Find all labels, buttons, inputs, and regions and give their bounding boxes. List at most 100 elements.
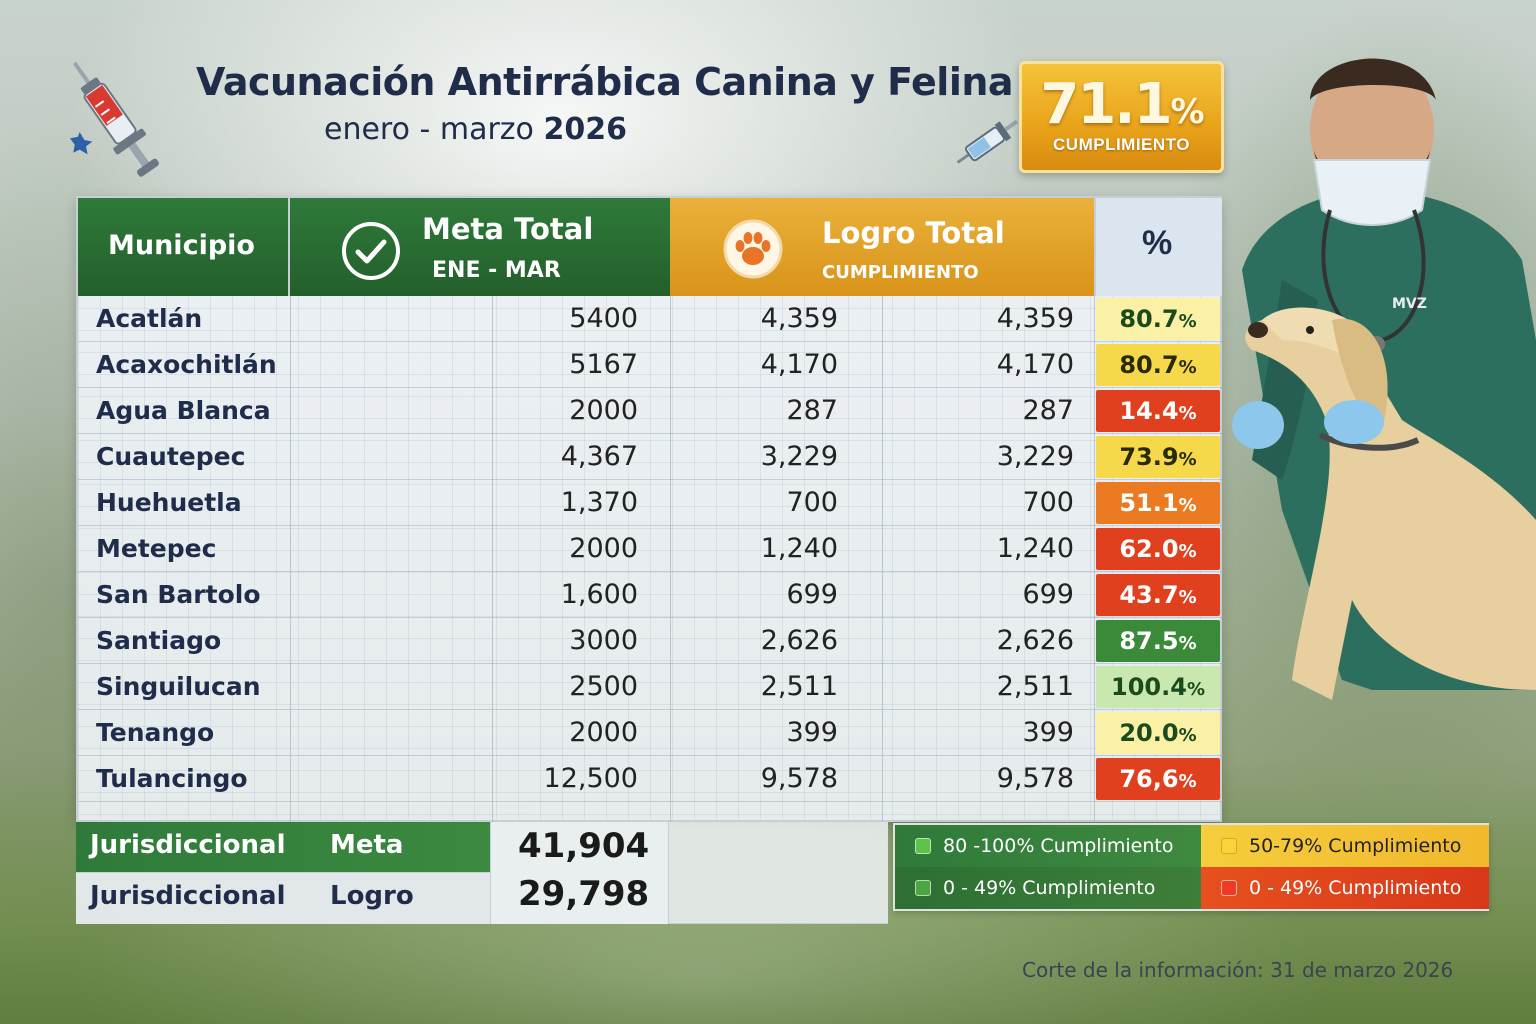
percent-badge: 43.7% xyxy=(1096,574,1220,616)
municipio-name: Cuautepec xyxy=(96,442,246,471)
logro-value: 4,359 xyxy=(996,303,1074,334)
meta-value: 4,367 xyxy=(560,441,638,472)
municipio-name: Santiago xyxy=(96,626,222,655)
legend-swatch xyxy=(915,838,931,854)
logro-value: 699 xyxy=(1022,579,1074,610)
total-meta-row: Jurisdiccional Meta xyxy=(76,822,490,872)
header-meta-sub: ENE - MAR xyxy=(432,258,561,283)
legend-item: 50-79% Cumplimiento xyxy=(1201,825,1489,867)
legend: 80 -100% Cumplimiento 50-79% Cumplimient… xyxy=(893,823,1489,911)
column-divider xyxy=(492,296,493,824)
title-area: Vacunación Antirrábica Canina y Felina e… xyxy=(76,38,1016,188)
percent-symbol: % xyxy=(1178,587,1197,608)
table-row: Acatlán 5400 4,359 4,359 80.7% xyxy=(78,296,1224,342)
legend-label: 80 -100% Cumplimiento xyxy=(943,835,1174,857)
logro-value: 1,240 xyxy=(760,533,838,564)
total-meta-value: 41,904 xyxy=(518,826,650,866)
percent-symbol: % xyxy=(1178,725,1197,746)
percent-symbol: % xyxy=(1178,495,1197,516)
percent-value: 62.0 xyxy=(1119,535,1179,563)
percent-value: 87.5 xyxy=(1119,627,1179,655)
totals-footer: Jurisdiccional Meta Jurisdiccional Logro… xyxy=(76,822,1222,924)
legend-label: 50-79% Cumplimiento xyxy=(1249,835,1462,857)
percent-symbol: % xyxy=(1178,403,1197,424)
legend-swatch xyxy=(1221,880,1237,896)
legend-item: 80 -100% Cumplimiento xyxy=(895,825,1201,867)
municipio-name: Singuilucan xyxy=(96,672,261,701)
percent-value: 14.4 xyxy=(1119,397,1179,425)
percent-symbol: % xyxy=(1178,449,1197,470)
logro-value: 4,359 xyxy=(760,303,838,334)
source-note: Corte de la información: 31 de marzo 202… xyxy=(1022,958,1454,982)
total-logro-value: 29,798 xyxy=(518,874,650,914)
vet-badge: MVZ xyxy=(1392,296,1427,312)
total-logro-row: Jurisdiccional Logro xyxy=(76,872,490,924)
percent-badge: 76,6% xyxy=(1096,758,1220,800)
percent-badge: 62.0% xyxy=(1096,528,1220,570)
table-row: Acaxochitlán 5167 4,170 4,170 80.7% xyxy=(78,342,1224,388)
table-row: Tulancingo 12,500 9,578 9,578 76,6% xyxy=(78,756,1224,802)
table-row: Tenango 2000 399 399 20.0% xyxy=(78,710,1224,756)
logro-value: 700 xyxy=(1022,487,1074,518)
total-meta-label: Jurisdiccional xyxy=(90,830,286,860)
logro-value: 287 xyxy=(786,395,838,426)
percent-value: 76,6 xyxy=(1119,765,1179,793)
header-municipio-label: Municipio xyxy=(108,230,255,261)
header-meta: Meta Total ENE - MAR xyxy=(290,198,670,296)
column-divider xyxy=(290,296,291,824)
legend-item: 0 - 49% Cumplimiento xyxy=(1201,867,1489,909)
municipio-name: San Bartolo xyxy=(96,580,261,609)
municipio-name: Huehuetla xyxy=(96,488,242,517)
total-logro-label: Jurisdiccional xyxy=(90,881,286,911)
percent-badge: 87.5% xyxy=(1096,620,1220,662)
meta-value: 2000 xyxy=(569,533,638,564)
meta-value: 12,500 xyxy=(543,763,638,794)
logro-value: 700 xyxy=(786,487,838,518)
meta-value: 2000 xyxy=(569,717,638,748)
municipio-name: Acatlán xyxy=(96,304,203,333)
logro-value: 1,240 xyxy=(996,533,1074,564)
header-meta-title: Meta Total xyxy=(422,212,594,246)
table-row: Agua Blanca 2000 287 287 14.4% xyxy=(78,388,1224,434)
percent-badge: 80.7% xyxy=(1096,344,1220,386)
total-meta-key: Meta xyxy=(330,830,404,860)
logro-value: 2,511 xyxy=(996,671,1074,702)
table-row: Singuilucan 2500 2,511 2,511 100.4% xyxy=(78,664,1224,710)
percent-symbol: % xyxy=(1178,541,1197,562)
percent-value: 100.4 xyxy=(1111,673,1187,701)
municipio-name: Tenango xyxy=(96,718,215,747)
percent-symbol: % xyxy=(1186,679,1205,700)
page-subtitle: enero - marzo 2026 xyxy=(324,112,627,147)
percent-value: 73.9 xyxy=(1119,443,1179,471)
legend-item: 0 - 49% Cumplimiento xyxy=(895,867,1201,909)
header-logro-sub: CUMPLIMIENTO xyxy=(822,262,979,283)
header-pct: % xyxy=(1094,198,1222,296)
percent-value: 51.1 xyxy=(1119,489,1179,517)
percent-symbol: % xyxy=(1178,633,1197,654)
kpi-label: CUMPLIMIENTO xyxy=(1053,135,1190,154)
table-row: San Bartolo 1,600 699 699 43.7% xyxy=(78,572,1224,618)
percent-badge: 14.4% xyxy=(1096,390,1220,432)
logro-value: 399 xyxy=(786,717,838,748)
legend-swatch xyxy=(1221,838,1237,854)
percent-value: 43.7 xyxy=(1119,581,1179,609)
percent-badge: 100.4% xyxy=(1096,666,1220,708)
header-pct-label: % xyxy=(1142,224,1173,262)
logro-value: 4,170 xyxy=(996,349,1074,380)
table-row: Santiago 3000 2,626 2,626 87.5% xyxy=(78,618,1224,664)
table-row: Metepec 2000 1,240 1,240 62.0% xyxy=(78,526,1224,572)
logro-value: 3,229 xyxy=(996,441,1074,472)
kpi-number: 71.1 xyxy=(1040,72,1172,137)
municipio-name: Metepec xyxy=(96,534,217,563)
logro-value: 399 xyxy=(1022,717,1074,748)
syringe-icon xyxy=(70,61,159,177)
subtitle-year: 2026 xyxy=(543,112,627,147)
checkmark-icon xyxy=(342,222,400,280)
percent-value: 80.7 xyxy=(1119,351,1179,379)
logro-value: 3,229 xyxy=(760,441,838,472)
percent-badge: 20.0% xyxy=(1096,712,1220,754)
meta-value: 3000 xyxy=(569,625,638,656)
meta-value: 5167 xyxy=(569,349,638,380)
footer-spacer xyxy=(668,822,888,924)
legend-label: 0 - 49% Cumplimiento xyxy=(1249,877,1462,899)
